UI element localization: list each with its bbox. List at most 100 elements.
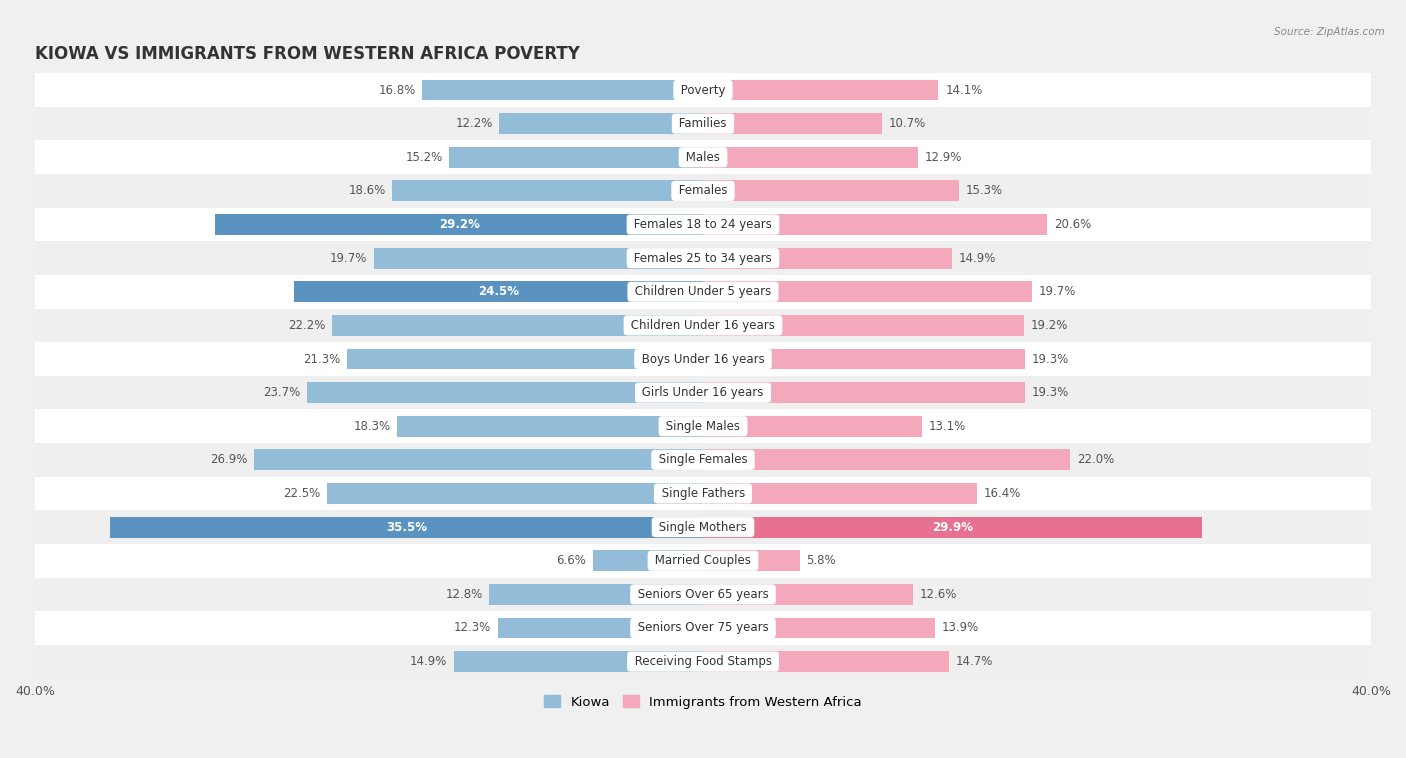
Bar bbox=[703, 281, 1032, 302]
Text: 29.9%: 29.9% bbox=[932, 521, 973, 534]
Text: Single Females: Single Females bbox=[655, 453, 751, 466]
Bar bbox=[35, 174, 1371, 208]
Text: Girls Under 16 years: Girls Under 16 years bbox=[638, 386, 768, 399]
Bar bbox=[35, 309, 1371, 342]
Text: Females 25 to 34 years: Females 25 to 34 years bbox=[630, 252, 776, 265]
Text: 24.5%: 24.5% bbox=[478, 285, 519, 298]
Text: 18.6%: 18.6% bbox=[349, 184, 385, 197]
Bar bbox=[703, 382, 1025, 403]
Text: 12.2%: 12.2% bbox=[456, 117, 492, 130]
Bar bbox=[449, 147, 703, 168]
Bar bbox=[703, 517, 1202, 537]
Bar bbox=[35, 510, 1371, 544]
Bar bbox=[703, 618, 935, 638]
Bar bbox=[703, 349, 1025, 369]
Bar bbox=[35, 544, 1371, 578]
Text: 21.3%: 21.3% bbox=[304, 352, 340, 365]
Text: Children Under 16 years: Children Under 16 years bbox=[627, 319, 779, 332]
Text: Males: Males bbox=[682, 151, 724, 164]
Bar bbox=[703, 80, 938, 101]
Bar bbox=[703, 248, 952, 268]
Text: 23.7%: 23.7% bbox=[263, 386, 301, 399]
Bar bbox=[454, 651, 703, 672]
Text: Single Fathers: Single Fathers bbox=[658, 487, 748, 500]
Text: Boys Under 16 years: Boys Under 16 years bbox=[638, 352, 768, 365]
Bar bbox=[593, 550, 703, 572]
Bar bbox=[253, 449, 703, 470]
Text: 16.4%: 16.4% bbox=[984, 487, 1021, 500]
Text: Females: Females bbox=[675, 184, 731, 197]
Text: 13.1%: 13.1% bbox=[928, 420, 966, 433]
Text: Females 18 to 24 years: Females 18 to 24 years bbox=[630, 218, 776, 231]
Bar bbox=[703, 651, 949, 672]
Text: 14.9%: 14.9% bbox=[411, 655, 447, 668]
Text: 19.3%: 19.3% bbox=[1032, 352, 1070, 365]
Bar bbox=[35, 74, 1371, 107]
Text: 10.7%: 10.7% bbox=[889, 117, 925, 130]
Bar bbox=[35, 578, 1371, 611]
Bar bbox=[307, 382, 703, 403]
Bar bbox=[703, 449, 1070, 470]
Bar bbox=[328, 483, 703, 504]
Bar bbox=[703, 416, 922, 437]
Text: Married Couples: Married Couples bbox=[651, 554, 755, 567]
Bar bbox=[703, 147, 918, 168]
Text: Families: Families bbox=[675, 117, 731, 130]
Bar bbox=[35, 342, 1371, 376]
Text: 18.3%: 18.3% bbox=[353, 420, 391, 433]
Bar bbox=[35, 409, 1371, 443]
Text: 20.6%: 20.6% bbox=[1053, 218, 1091, 231]
Text: 13.9%: 13.9% bbox=[942, 622, 979, 634]
Bar bbox=[35, 140, 1371, 174]
Text: 22.0%: 22.0% bbox=[1077, 453, 1115, 466]
Text: 22.5%: 22.5% bbox=[283, 487, 321, 500]
Text: 26.9%: 26.9% bbox=[209, 453, 247, 466]
Bar bbox=[110, 517, 703, 537]
Text: Seniors Over 65 years: Seniors Over 65 years bbox=[634, 588, 772, 601]
Bar bbox=[703, 113, 882, 134]
Text: 14.9%: 14.9% bbox=[959, 252, 995, 265]
Bar bbox=[422, 80, 703, 101]
Bar bbox=[35, 477, 1371, 510]
Text: 14.1%: 14.1% bbox=[945, 83, 983, 96]
Text: 29.2%: 29.2% bbox=[439, 218, 479, 231]
Bar bbox=[35, 241, 1371, 275]
Text: 15.3%: 15.3% bbox=[965, 184, 1002, 197]
Bar bbox=[703, 584, 914, 605]
Bar bbox=[499, 113, 703, 134]
Bar bbox=[35, 208, 1371, 241]
Legend: Kiowa, Immigrants from Western Africa: Kiowa, Immigrants from Western Africa bbox=[538, 691, 868, 714]
Bar bbox=[498, 618, 703, 638]
Text: Single Males: Single Males bbox=[662, 420, 744, 433]
Text: 22.2%: 22.2% bbox=[288, 319, 326, 332]
Text: 19.2%: 19.2% bbox=[1031, 319, 1067, 332]
Text: 19.7%: 19.7% bbox=[330, 252, 367, 265]
Bar bbox=[294, 281, 703, 302]
Bar bbox=[35, 376, 1371, 409]
Text: 12.3%: 12.3% bbox=[454, 622, 491, 634]
Bar bbox=[35, 611, 1371, 645]
Bar bbox=[215, 214, 703, 235]
Bar bbox=[35, 443, 1371, 477]
Text: 15.2%: 15.2% bbox=[405, 151, 443, 164]
Bar bbox=[392, 180, 703, 202]
Bar bbox=[703, 483, 977, 504]
Text: 12.9%: 12.9% bbox=[925, 151, 963, 164]
Text: Poverty: Poverty bbox=[676, 83, 730, 96]
Text: 16.8%: 16.8% bbox=[378, 83, 416, 96]
Text: KIOWA VS IMMIGRANTS FROM WESTERN AFRICA POVERTY: KIOWA VS IMMIGRANTS FROM WESTERN AFRICA … bbox=[35, 45, 579, 64]
Text: Children Under 5 years: Children Under 5 years bbox=[631, 285, 775, 298]
Bar bbox=[398, 416, 703, 437]
Text: 5.8%: 5.8% bbox=[807, 554, 837, 567]
Bar bbox=[374, 248, 703, 268]
Text: 12.8%: 12.8% bbox=[446, 588, 482, 601]
Bar bbox=[703, 180, 959, 202]
Bar bbox=[703, 214, 1047, 235]
Text: 12.6%: 12.6% bbox=[920, 588, 957, 601]
Bar bbox=[703, 315, 1024, 336]
Bar bbox=[35, 645, 1371, 678]
Bar bbox=[35, 107, 1371, 140]
Text: 35.5%: 35.5% bbox=[387, 521, 427, 534]
Text: 6.6%: 6.6% bbox=[557, 554, 586, 567]
Bar bbox=[489, 584, 703, 605]
